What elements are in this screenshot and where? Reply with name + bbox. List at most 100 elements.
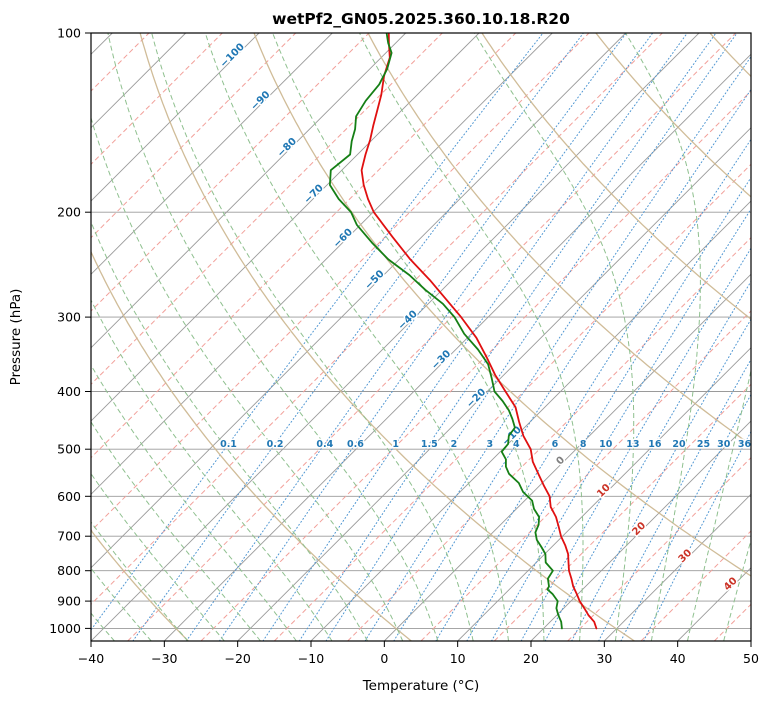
mixing-ratio-line xyxy=(298,33,717,641)
red-dashed-isopleth xyxy=(0,33,2,641)
isotherm-line xyxy=(750,640,751,641)
mixing-ratio-label: 16 xyxy=(648,439,662,450)
dry-adiabat-line xyxy=(91,529,189,641)
x-axis-label: Temperature (°C) xyxy=(362,678,480,694)
axes: −40 −30 −20 −10 0 10 20 30 40 5010020030040050060… xyxy=(49,26,759,667)
mixing-ratio-line xyxy=(364,55,751,641)
mixing-ratio-label: 0.4 xyxy=(316,439,333,450)
chart-title: wetPf2_GN05.2025.360.10.18.R20 xyxy=(272,10,570,28)
moist-adiabat-line xyxy=(687,368,751,641)
plot-area xyxy=(91,33,751,641)
mixing-ratio-line xyxy=(132,33,584,641)
mixing-ratio-line xyxy=(544,280,751,641)
isotherm-line xyxy=(530,420,751,641)
mixing-ratio-label: 0.1 xyxy=(220,439,237,450)
isotherm-line xyxy=(603,493,751,641)
x-tick-label: −40 xyxy=(78,651,104,666)
y-tick-label: 700 xyxy=(57,529,81,544)
y-tick-label: 100 xyxy=(57,26,81,41)
x-tick-label: 30 xyxy=(596,651,612,666)
y-tick-label: 900 xyxy=(57,594,81,609)
y-tick-label: 300 xyxy=(57,310,81,325)
isotherm-line xyxy=(237,127,751,641)
mixing-ratio-line xyxy=(571,318,751,641)
moist-adiabat-line xyxy=(272,33,545,641)
mixing-ratio-label: 6 xyxy=(552,439,559,450)
mixing-ratio-label: 3 xyxy=(486,439,493,450)
x-tick-label: 20 xyxy=(523,651,539,666)
mixing-ratio-line xyxy=(393,88,751,641)
moist-adiabat-line xyxy=(107,33,439,641)
dry-adiabat-line xyxy=(595,33,751,198)
mixing-ratio-line xyxy=(520,247,751,641)
mixing-ratio-label: 2 xyxy=(451,439,458,450)
x-tick-label: −10 xyxy=(298,651,324,666)
isotherm-line xyxy=(91,33,700,641)
moist-adiabat-line xyxy=(723,538,751,641)
x-tick-label: 50 xyxy=(743,651,759,666)
dry-adiabat-line xyxy=(253,33,751,577)
mixing-ratio-line xyxy=(185,33,627,641)
moist-adiabat-line xyxy=(204,33,509,641)
isotherm-line xyxy=(91,33,480,422)
red-dashed-isopleth xyxy=(91,33,443,386)
red-dashed-isopleth xyxy=(91,33,297,239)
y-tick-label: 800 xyxy=(57,563,81,578)
moist-adiabat-line xyxy=(625,33,701,641)
mixing-ratio-label: 36 xyxy=(738,439,752,450)
y-axis-label: Pressure (hPa) xyxy=(8,289,24,386)
isotherm-line xyxy=(91,33,553,495)
mixing-ratio-label: 13 xyxy=(626,439,639,450)
mixing-ratio-line xyxy=(218,33,654,641)
mixing-ratio-label: 10 xyxy=(599,439,613,450)
moist-adiabat-line xyxy=(91,116,404,641)
mixing-ratio-line xyxy=(435,138,751,641)
mixing-ratio-label: 20 xyxy=(672,439,686,450)
y-tick-label: 500 xyxy=(57,442,81,457)
mixing-ratio-line xyxy=(262,33,688,641)
moist-adiabat-line xyxy=(151,33,474,641)
mixing-ratio-label: 25 xyxy=(697,439,710,450)
mixing-ratio-line xyxy=(91,33,544,631)
plot-border xyxy=(90,32,752,642)
isotherm-line xyxy=(91,33,333,275)
sounding-profiles xyxy=(329,33,598,630)
mixing-ratio-label: 4 xyxy=(513,439,520,450)
moist-adiabat-line xyxy=(91,299,333,641)
mixing-ratio-label: 0.6 xyxy=(347,439,364,450)
mixing-ratio-label: 30 xyxy=(717,439,731,450)
red-dashed-isopleth xyxy=(200,90,751,641)
isotherm-line xyxy=(383,273,751,641)
red-dashed-isopleth xyxy=(91,33,663,606)
dry-adiabat-line xyxy=(481,33,751,321)
red-dashed-isopleth xyxy=(91,33,370,312)
isotherm-line xyxy=(163,53,751,641)
mixing-ratio-label: 8 xyxy=(580,439,587,450)
x-tick-label: 0 xyxy=(380,651,388,666)
x-tick-label: 40 xyxy=(670,651,686,666)
isotherm-line xyxy=(457,347,751,641)
dry-adiabat-line xyxy=(139,33,635,641)
dry-adiabat-line xyxy=(91,250,412,641)
y-tick-label: 600 xyxy=(57,489,81,504)
mixing-ratio-line xyxy=(491,208,751,641)
temperature-curve xyxy=(360,33,598,630)
moist-adiabat-line xyxy=(91,220,368,641)
moist-adiabat-line xyxy=(473,33,635,641)
isotherm-line xyxy=(91,33,627,569)
background-isopleths xyxy=(0,33,751,641)
isotherm-line xyxy=(91,33,260,202)
y-tick-label: 200 xyxy=(57,205,81,220)
x-tick-label: −30 xyxy=(151,651,177,666)
mixing-ratio-label: 1 xyxy=(392,439,399,450)
mixing-ratio-line xyxy=(325,33,738,641)
mixing-ratio-label: 0.2 xyxy=(267,439,284,450)
mixing-ratio-label: 1.5 xyxy=(421,439,438,450)
red-dashed-isopleth xyxy=(127,33,737,641)
y-tick-label: 400 xyxy=(57,384,81,399)
red-dashed-isopleth xyxy=(91,33,223,166)
x-tick-label: −20 xyxy=(224,651,250,666)
red-dashed-isopleth xyxy=(91,33,517,459)
